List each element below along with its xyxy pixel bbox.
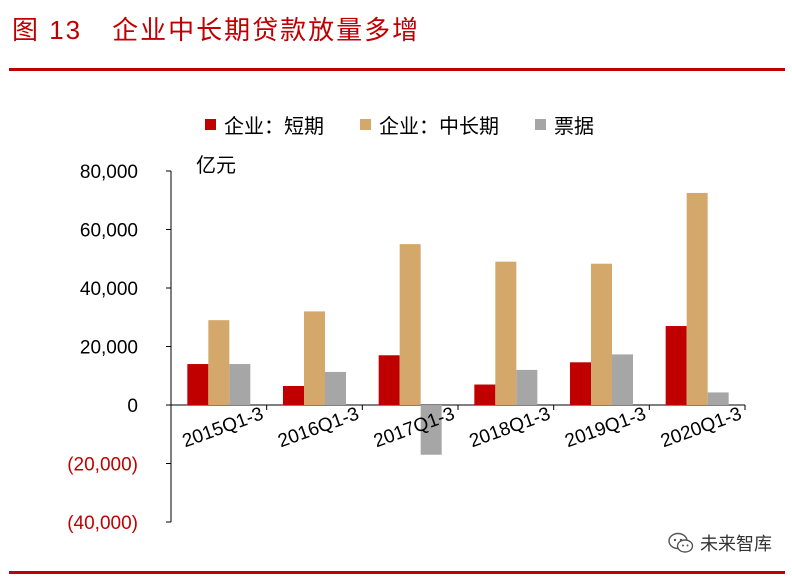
- top-divider: [9, 68, 785, 71]
- figure-title: 图 13 企业中长期贷款放量多增: [12, 10, 420, 47]
- bar-short-term-2020Q1-3: [665, 326, 687, 405]
- bar-bills-2017Q1-3: [420, 405, 442, 455]
- bar-short-term-2016Q1-3: [283, 385, 304, 405]
- bar-bills-2015Q1-3: [229, 364, 251, 405]
- bar-long-term-2015Q1-3: [208, 320, 230, 405]
- legend-label-long-term: 企业：中长期: [379, 114, 499, 138]
- y-tick-label: 60,000: [80, 221, 138, 242]
- y-tick-label: 0: [127, 396, 138, 417]
- bar-bills-2016Q1-3: [325, 371, 346, 405]
- bar-long-term-2016Q1-3: [304, 311, 325, 405]
- legend-swatch-long-term: [360, 119, 371, 130]
- bar-short-term-2017Q1-3: [378, 355, 400, 405]
- legend-label-short-term: 企业：短期: [224, 114, 324, 138]
- x-category-label: 2017Q1-3: [371, 404, 458, 453]
- figure-caption: 企业中长期贷款放量多增: [112, 16, 421, 46]
- y-tick-label: 40,000: [80, 279, 138, 300]
- watermark-text: 未来智库: [700, 534, 772, 555]
- bar-long-term-2019Q1-3: [591, 263, 612, 405]
- watermark: 未来智库: [668, 530, 772, 556]
- bar-long-term-2018Q1-3: [495, 261, 517, 405]
- legend-label-bills: 票据: [554, 114, 594, 138]
- bar-bills-2018Q1-3: [516, 369, 538, 405]
- legend-item-long-term: 企业：中长期: [360, 110, 499, 139]
- x-category-label: 2018Q1-3: [467, 404, 554, 453]
- bar-long-term-2020Q1-3: [686, 192, 708, 405]
- chart-legend: 企业：短期 企业：中长期 票据: [205, 110, 594, 139]
- bar-short-term-2015Q1-3: [187, 364, 209, 405]
- x-category-label: 2020Q1-3: [658, 404, 745, 453]
- bar-bills-2020Q1-3: [707, 392, 729, 405]
- y-tick-group: 80,000 60,000 40,000 20,000 0 (20,000) (40,000…: [67, 162, 171, 534]
- x-tick-group: [266, 405, 746, 410]
- y-tick-label: 20,000: [80, 338, 138, 359]
- y-tick-label: (40,000): [67, 513, 138, 534]
- x-category-label: 2016Q1-3: [275, 404, 362, 453]
- figure-number: 图 13: [12, 15, 83, 45]
- x-category-label: 2019Q1-3: [562, 404, 649, 453]
- bar-long-term-2017Q1-3: [399, 244, 421, 405]
- x-category-label: 2015Q1-3: [180, 404, 267, 453]
- y-tick-label: (20,000): [67, 455, 138, 476]
- bar-bills-2019Q1-3: [612, 354, 633, 405]
- legend-swatch-short-term: [205, 119, 216, 130]
- legend-item-short-term: 企业：短期: [205, 110, 324, 139]
- bar-short-term-2018Q1-3: [474, 384, 496, 405]
- y-unit-label: 亿元: [196, 153, 236, 177]
- legend-swatch-bills: [535, 119, 546, 130]
- legend-item-bills: 票据: [535, 110, 594, 139]
- bottom-divider: [9, 571, 785, 574]
- bar-short-term-2019Q1-3: [570, 362, 591, 405]
- y-tick-label: 80,000: [80, 162, 138, 183]
- wechat-icon: [668, 532, 694, 553]
- category-label-group: 2015Q1-3 2016Q1-3 2017Q1-3 2018Q1-3 2019Q1-3…: [180, 404, 745, 453]
- bar-group: [187, 192, 729, 455]
